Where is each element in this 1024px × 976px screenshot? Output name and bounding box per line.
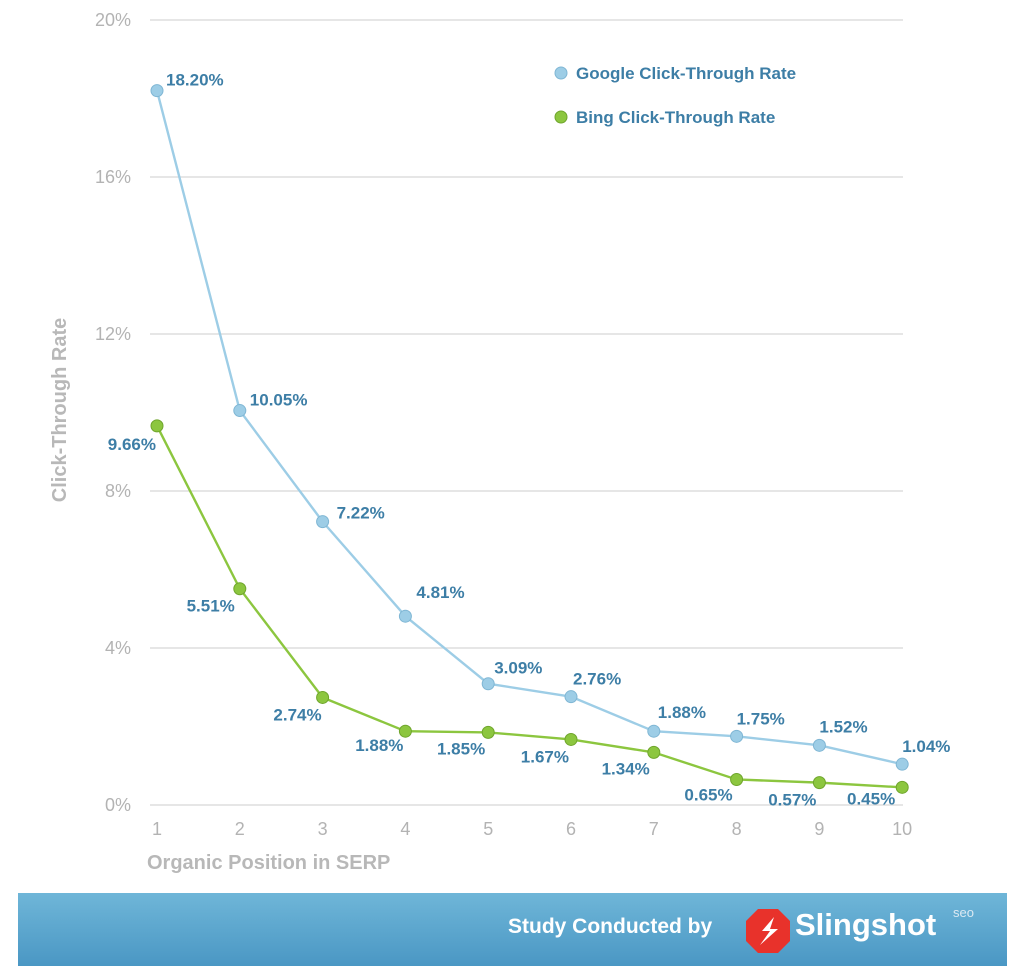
- data-label-google: 18.20%: [166, 71, 224, 90]
- data-label-google: 4.81%: [416, 583, 464, 602]
- x-axis-ticks: 1 2 3 4 5 6 7 8 9 10: [152, 819, 912, 839]
- y-axis-ticks: 0% 4% 8% 12% 16% 20%: [95, 10, 131, 815]
- legend-marker-google: [554, 66, 568, 80]
- data-label-google: 3.09%: [494, 659, 542, 678]
- legend-marker-bing: [554, 110, 568, 124]
- data-label-bing: 0.45%: [847, 789, 895, 808]
- x-tick-label: 1: [152, 819, 162, 839]
- data-point-google: [895, 757, 909, 771]
- legend-label-google: Google Click-Through Rate: [576, 64, 796, 83]
- study-credit-text: Study Conducted by: [508, 915, 713, 938]
- y-axis-title: Click-Through Rate: [49, 318, 71, 502]
- data-point-bing: [564, 732, 578, 746]
- data-label-google: 10.05%: [250, 391, 308, 410]
- series-layer: 18.20% 10.05% 7.22% 4.81% 3.09% 2.76% 1.88% 1.7…: [108, 71, 951, 810]
- data-point-bing: [150, 419, 164, 433]
- data-point-google: [233, 404, 247, 418]
- data-label-bing: 0.57%: [768, 791, 816, 810]
- gridlines: [150, 19, 903, 806]
- data-point-bing: [233, 582, 247, 596]
- data-label-bing: 1.85%: [437, 739, 485, 758]
- data-point-google: [647, 724, 661, 738]
- x-tick-label: 4: [400, 819, 410, 839]
- x-tick-label: 7: [649, 819, 659, 839]
- y-tick-label: 16%: [95, 167, 131, 187]
- data-point-google: [730, 729, 744, 743]
- brand-superscript: seo: [953, 905, 974, 920]
- data-label-bing: 1.88%: [355, 736, 403, 755]
- data-point-bing: [316, 690, 330, 704]
- data-label-google: 1.88%: [658, 703, 706, 722]
- data-point-bing: [647, 745, 661, 759]
- y-tick-label: 20%: [95, 10, 131, 30]
- y-tick-label: 8%: [105, 481, 131, 501]
- series-line-bing: [155, 425, 903, 789]
- data-point-google: [150, 84, 164, 98]
- series-google: 18.20% 10.05% 7.22% 4.81% 3.09% 2.76% 1.88% 1.7…: [150, 71, 950, 771]
- data-label-bing: 9.66%: [108, 435, 156, 454]
- data-point-bing: [481, 725, 495, 739]
- y-tick-label: 4%: [105, 638, 131, 658]
- series-bing: 9.66% 5.51% 2.74% 1.88% 1.85% 1.67% 1.34% 0.65%…: [108, 419, 909, 810]
- data-label-bing: 0.65%: [684, 785, 732, 804]
- data-label-google: 1.75%: [737, 709, 785, 728]
- data-point-google: [481, 677, 495, 691]
- data-label-bing: 1.67%: [521, 747, 569, 766]
- x-tick-label: 5: [483, 819, 493, 839]
- footer-banner: Study Conducted by Slingshot seo: [18, 893, 1007, 966]
- x-tick-label: 3: [318, 819, 328, 839]
- x-tick-label: 9: [814, 819, 824, 839]
- data-point-bing: [398, 724, 412, 738]
- x-tick-label: 10: [892, 819, 912, 839]
- data-point-bing: [812, 776, 826, 790]
- data-point-bing: [730, 772, 744, 786]
- y-tick-label: 0%: [105, 795, 131, 815]
- data-point-google: [812, 738, 826, 752]
- ctr-line-chart: 0% 4% 8% 12% 16% 20% 1 2 3 4 5 6 7 8 9 10 Click-Throug…: [49, 10, 951, 874]
- y-tick-label: 12%: [95, 324, 131, 344]
- slingshot-logo-icon: [746, 909, 790, 953]
- data-label-bing: 2.74%: [273, 705, 321, 724]
- data-label-bing: 5.51%: [187, 597, 235, 616]
- data-point-bing: [895, 780, 909, 794]
- x-tick-label: 2: [235, 819, 245, 839]
- x-tick-label: 8: [732, 819, 742, 839]
- legend: Google Click-Through Rate Bing Click-Thr…: [554, 64, 796, 127]
- brand-name: Slingshot: [795, 907, 937, 942]
- legend-label-bing: Bing Click-Through Rate: [576, 108, 775, 127]
- x-tick-label: 6: [566, 819, 576, 839]
- series-line-google: [155, 90, 903, 766]
- data-point-google: [564, 690, 578, 704]
- data-label-google: 1.52%: [819, 717, 867, 736]
- data-label-google: 2.76%: [573, 670, 621, 689]
- data-point-google: [316, 515, 330, 529]
- x-axis-title: Organic Position in SERP: [147, 852, 390, 874]
- data-label-google: 7.22%: [337, 504, 385, 523]
- data-label-google: 1.04%: [902, 737, 950, 756]
- data-label-bing: 1.34%: [602, 759, 650, 778]
- data-point-google: [398, 609, 412, 623]
